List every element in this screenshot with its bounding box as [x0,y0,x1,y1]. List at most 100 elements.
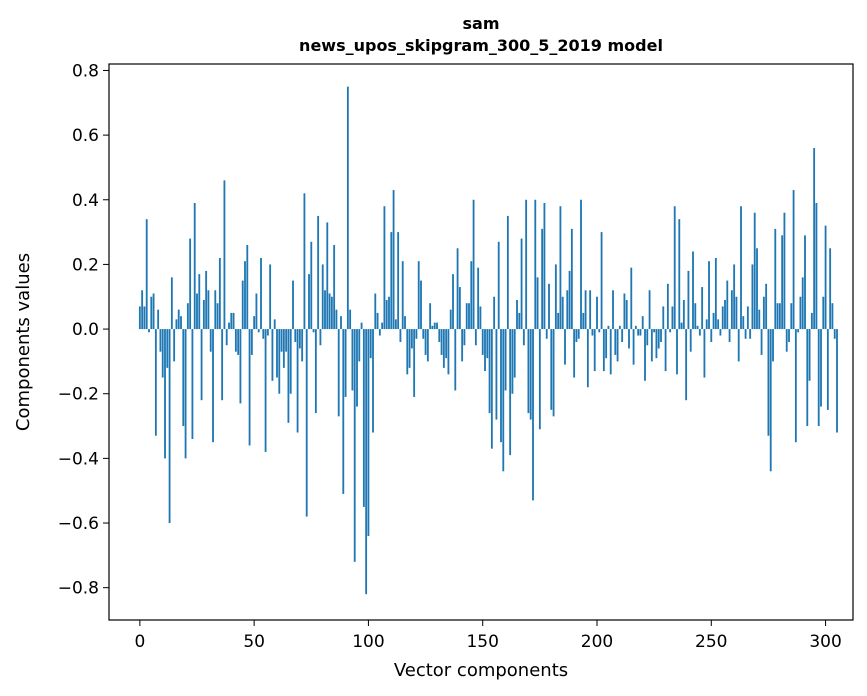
bar-75 [310,241,313,330]
bar-39 [228,322,230,330]
bar-45 [241,280,244,330]
bar-190 [573,329,576,378]
bar-64 [285,329,288,352]
bar-198 [591,329,594,336]
bar-90 [344,329,347,397]
bar-267 [749,329,752,339]
bar-78 [317,215,320,330]
bar-268 [751,264,754,330]
bar-60 [276,329,278,378]
bar-197 [589,290,592,330]
bar-276 [769,329,772,472]
bar-21 [186,303,189,330]
x-tick-label: 100 [352,632,384,652]
bar-38 [225,329,228,346]
bar-36 [221,329,224,401]
bar-212 [623,293,626,330]
bar-208 [614,329,617,355]
bar-288 [797,329,800,333]
bar-240 [687,270,690,330]
bar-69 [296,329,299,433]
bar-292 [806,329,809,427]
bar-43 [237,329,240,355]
bar-65 [287,329,290,423]
bar-58 [271,329,274,381]
bar-73 [305,329,308,517]
bar-253 [717,319,720,330]
bar-245 [698,329,701,336]
bar-186 [564,329,566,365]
bar-211 [621,329,624,342]
bar-32 [212,329,214,443]
bar-152 [486,329,489,359]
bar-302 [829,248,832,330]
bar-115 [401,261,404,330]
bar-220 [641,316,644,330]
bar-0 [138,306,141,330]
bar-47 [246,245,249,330]
bar-129 [433,322,436,330]
bar-239 [685,329,688,401]
bar-167 [520,238,523,330]
bar-37 [223,180,226,330]
bar-9 [159,329,162,352]
bar-35 [218,257,221,330]
bar-178 [545,329,548,339]
bar-173 [534,199,537,330]
bar-278 [774,228,777,330]
bar-305 [836,329,838,433]
bar-123 [420,280,422,330]
bar-199 [593,329,596,372]
bar-159 [502,329,505,472]
bar-49 [250,329,253,355]
bar-149 [479,306,482,330]
bar-140 [458,287,461,330]
bar-series [138,86,838,595]
bar-289 [799,296,802,330]
bar-116 [404,316,406,330]
bar-241 [689,329,692,352]
bar-175 [538,329,541,430]
bar-44 [239,329,242,404]
bar-261 [735,296,738,330]
chart-title-line1: sam [463,14,500,33]
bar-153 [488,329,491,414]
bar-174 [536,277,539,330]
bar-160 [504,329,507,391]
bar-88 [340,316,342,330]
bar-48 [248,329,251,446]
bar-108 [385,299,388,330]
bar-92 [349,309,352,330]
bar-120 [413,329,416,397]
bar-13 [168,329,171,524]
bar-157 [497,241,500,330]
y-axis-label: Components values [13,253,34,431]
bar-62 [280,329,283,352]
bar-18 [180,316,182,330]
bar-271 [758,309,761,330]
bar-250 [710,329,713,342]
bar-298 [820,329,822,407]
bar-107 [383,206,386,330]
bar-286 [792,190,795,330]
bar-262 [737,329,740,362]
bar-20 [184,329,187,459]
bar-74 [308,274,310,330]
bar-70 [298,329,301,349]
bar-24 [193,203,196,330]
bar-225 [653,329,656,333]
bar-42 [234,329,237,352]
bar-281 [781,235,784,330]
bar-247 [703,329,706,378]
bar-274 [765,283,768,330]
bar-228 [660,329,662,342]
bar-293 [808,329,811,381]
bar-200 [596,296,598,330]
bar-128 [431,325,434,330]
bar-131 [438,329,441,342]
y-axis-ticks: 0.8 0.6 0.4 0.2 0.0 −0.2 −0.4 −0.6 −0.8 [58,61,109,599]
y-tick-label: −0.4 [58,449,99,469]
bar-95 [356,329,358,407]
bar-236 [678,219,681,330]
